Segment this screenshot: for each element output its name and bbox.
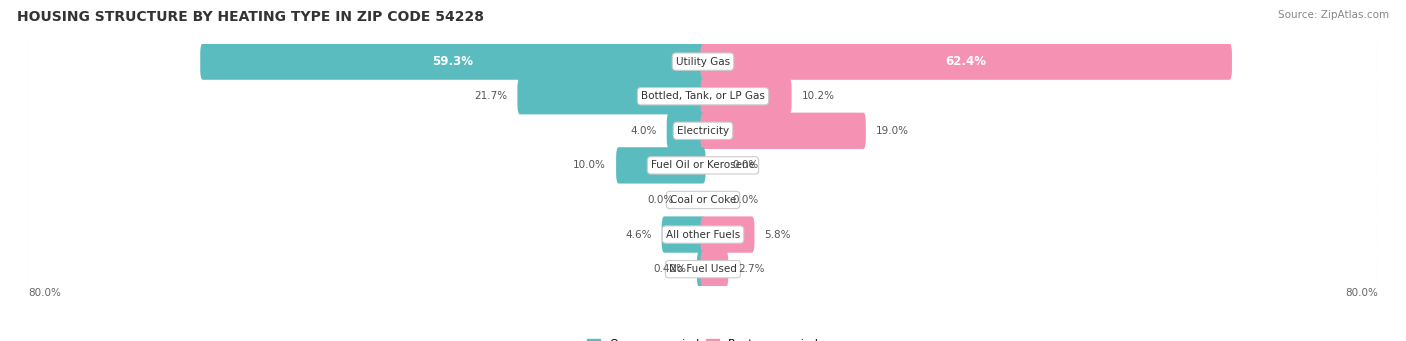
Text: 80.0%: 80.0%	[28, 288, 60, 298]
FancyBboxPatch shape	[28, 99, 1378, 162]
FancyBboxPatch shape	[700, 78, 792, 114]
Text: 80.0%: 80.0%	[1346, 288, 1378, 298]
Text: Coal or Coke: Coal or Coke	[669, 195, 737, 205]
FancyBboxPatch shape	[700, 251, 728, 287]
Bar	[28, 252, 1378, 286]
Bar	[28, 44, 1378, 79]
Text: 2.7%: 2.7%	[738, 264, 765, 274]
Text: 21.7%: 21.7%	[474, 91, 508, 101]
Text: 4.6%: 4.6%	[626, 229, 651, 240]
FancyBboxPatch shape	[28, 168, 1378, 232]
FancyBboxPatch shape	[697, 251, 706, 287]
Bar	[28, 114, 1378, 148]
Text: Utility Gas: Utility Gas	[676, 57, 730, 66]
Text: 0.0%: 0.0%	[733, 195, 759, 205]
Text: 62.4%: 62.4%	[946, 55, 987, 68]
Text: No Fuel Used: No Fuel Used	[669, 264, 737, 274]
FancyBboxPatch shape	[28, 30, 1378, 93]
Text: Source: ZipAtlas.com: Source: ZipAtlas.com	[1278, 10, 1389, 20]
FancyBboxPatch shape	[28, 203, 1378, 266]
FancyBboxPatch shape	[28, 134, 1378, 197]
Text: 0.0%: 0.0%	[647, 195, 673, 205]
FancyBboxPatch shape	[616, 147, 706, 183]
Text: 4.0%: 4.0%	[630, 126, 657, 136]
Text: HOUSING STRUCTURE BY HEATING TYPE IN ZIP CODE 54228: HOUSING STRUCTURE BY HEATING TYPE IN ZIP…	[17, 10, 484, 24]
Text: 19.0%: 19.0%	[876, 126, 908, 136]
Text: Electricity: Electricity	[676, 126, 730, 136]
Text: All other Fuels: All other Fuels	[666, 229, 740, 240]
Bar	[28, 79, 1378, 114]
FancyBboxPatch shape	[700, 217, 755, 253]
FancyBboxPatch shape	[200, 43, 706, 80]
Text: 0.42%: 0.42%	[654, 264, 686, 274]
Bar	[28, 148, 1378, 183]
Text: 0.0%: 0.0%	[733, 160, 759, 170]
Text: 5.8%: 5.8%	[765, 229, 792, 240]
Legend: Owner-occupied, Renter-occupied: Owner-occupied, Renter-occupied	[582, 335, 824, 341]
FancyBboxPatch shape	[28, 238, 1378, 301]
Bar	[28, 183, 1378, 217]
FancyBboxPatch shape	[700, 113, 866, 149]
Text: Bottled, Tank, or LP Gas: Bottled, Tank, or LP Gas	[641, 91, 765, 101]
FancyBboxPatch shape	[700, 43, 1232, 80]
FancyBboxPatch shape	[666, 113, 706, 149]
Text: 59.3%: 59.3%	[433, 55, 474, 68]
Bar	[28, 217, 1378, 252]
FancyBboxPatch shape	[517, 78, 706, 114]
FancyBboxPatch shape	[28, 65, 1378, 128]
FancyBboxPatch shape	[662, 217, 706, 253]
Text: 10.2%: 10.2%	[801, 91, 835, 101]
Text: Fuel Oil or Kerosene: Fuel Oil or Kerosene	[651, 160, 755, 170]
Text: 10.0%: 10.0%	[574, 160, 606, 170]
